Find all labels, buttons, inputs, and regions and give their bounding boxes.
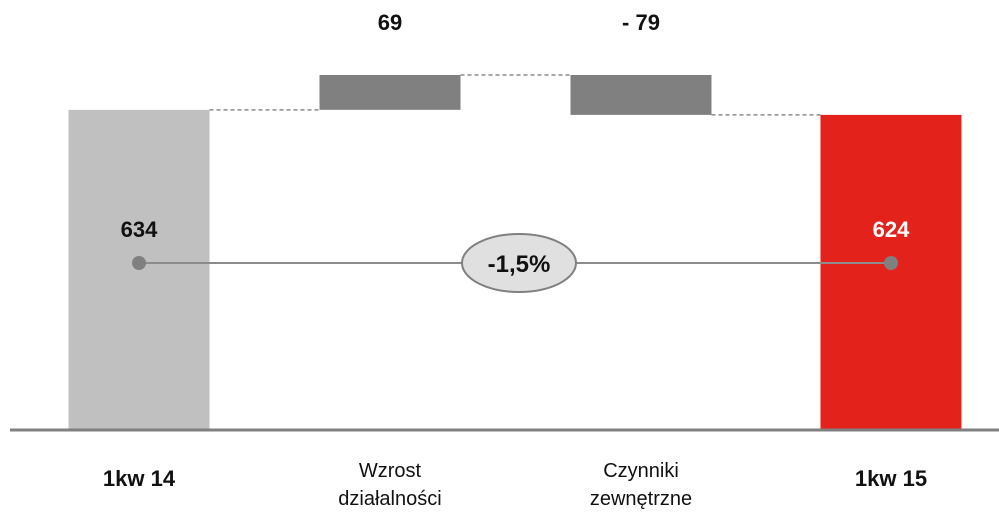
value-label: 634 (121, 217, 158, 242)
value-label: 69 (378, 10, 402, 35)
change-badge (461, 233, 577, 293)
change-badge-text: -1,5% (488, 251, 551, 278)
category-label: 1kw 14 (49, 466, 229, 492)
total-bar (820, 114, 962, 430)
category-label-line: Wzrost (358, 460, 422, 482)
change-trend-group: -1,5% (132, 233, 898, 293)
delta-bar (570, 75, 712, 115)
delta-bar (319, 75, 461, 110)
category-label: Wzrost działalności (300, 457, 480, 513)
trend-end-point (884, 256, 898, 270)
category-label-line: zewnętrzne (589, 488, 693, 510)
trend-start-point (132, 256, 146, 270)
connectors-group (209, 74, 821, 116)
category-label: 1kw 15 (801, 466, 981, 492)
category-label-line: Czynniki (603, 460, 679, 482)
category-label: Czynniki zewnętrzne (551, 457, 731, 513)
category-label-line: działalności (338, 488, 442, 510)
value-label: - 79 (622, 10, 660, 35)
value-label: 624 (873, 217, 910, 242)
value-labels-group: 634 69 - 79 624 (121, 10, 910, 242)
category-label-line: 1kw 14 (102, 466, 176, 491)
bars-group (68, 75, 962, 430)
category-label-line: 1kw 15 (854, 466, 928, 491)
